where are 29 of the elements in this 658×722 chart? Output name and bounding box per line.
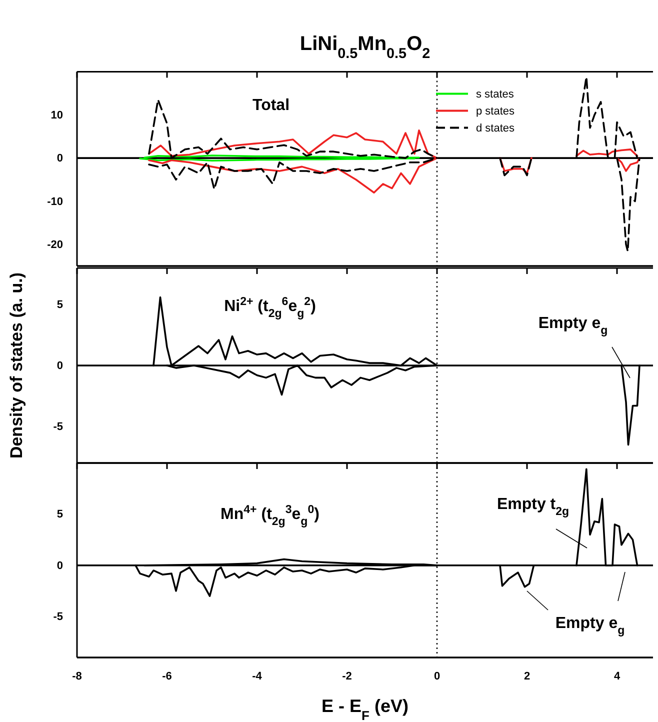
y-tick-label: 0: [56, 152, 63, 165]
legend-label: d states: [476, 122, 516, 135]
text: Mn$^{4+}$ (t$_{2g}$$^{3}$e$_{g}$$^{0}$): [220, 504, 320, 528]
x-tick-label: -2: [342, 670, 352, 682]
annotation: Total: [252, 97, 290, 114]
x-tick-label: 4: [614, 670, 621, 682]
x-tick-label: 0: [434, 670, 440, 682]
x-tick-label: -6: [162, 670, 172, 682]
y-tick-label: -20: [47, 238, 63, 251]
y-tick-label: 0: [56, 360, 63, 372]
annotation: Empty e$_{g}$: [555, 615, 625, 637]
x-tick-label: -8: [72, 670, 82, 682]
annotation: Empty t$_{2g}$: [496, 496, 570, 518]
y-tick-label: -5: [53, 611, 63, 624]
legend-label: p states: [476, 106, 516, 118]
y-tick-label: 0: [56, 560, 63, 572]
y-tick-label: -5: [53, 420, 63, 433]
x-tick-label: -4: [252, 670, 263, 682]
annotation: Empty e$_{g}$: [538, 315, 608, 337]
y-axis-title: Density of states (a. u.): [7, 272, 26, 459]
text: Ni$^{2+}$ (t$_{2g}$$^{6}$e$_{g}$$^{2}$): [224, 296, 316, 320]
legend-label: s states: [476, 88, 514, 101]
y-tick-label: 5: [56, 508, 63, 521]
x-axis-title: E - E$_{F}$ (eV): [322, 696, 408, 722]
y-tick-label: 10: [50, 109, 63, 122]
x-tick-label: 2: [524, 670, 530, 682]
y-tick-label: 5: [56, 299, 63, 312]
y-tick-label: -10: [47, 196, 63, 208]
chart-title: LiNi$_{0.5}$Mn$_{0.5}$O$_{2}$: [300, 33, 430, 62]
